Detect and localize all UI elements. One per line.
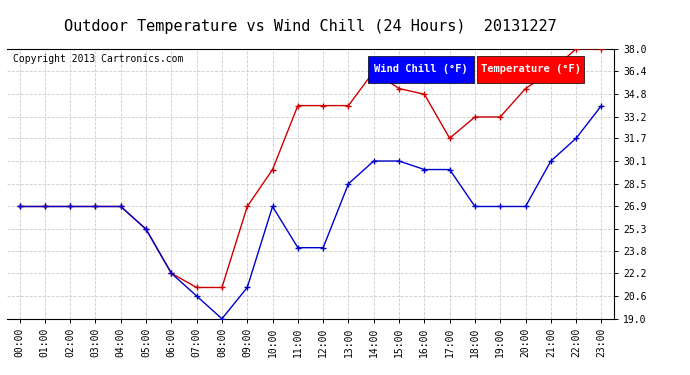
Text: Outdoor Temperature vs Wind Chill (24 Hours)  20131227: Outdoor Temperature vs Wind Chill (24 Ho… [64, 19, 557, 34]
Text: Copyright 2013 Cartronics.com: Copyright 2013 Cartronics.com [13, 54, 184, 64]
FancyBboxPatch shape [368, 56, 475, 82]
Text: Temperature (°F): Temperature (°F) [481, 64, 580, 74]
FancyBboxPatch shape [477, 56, 584, 82]
Text: Wind Chill (°F): Wind Chill (°F) [375, 64, 469, 74]
